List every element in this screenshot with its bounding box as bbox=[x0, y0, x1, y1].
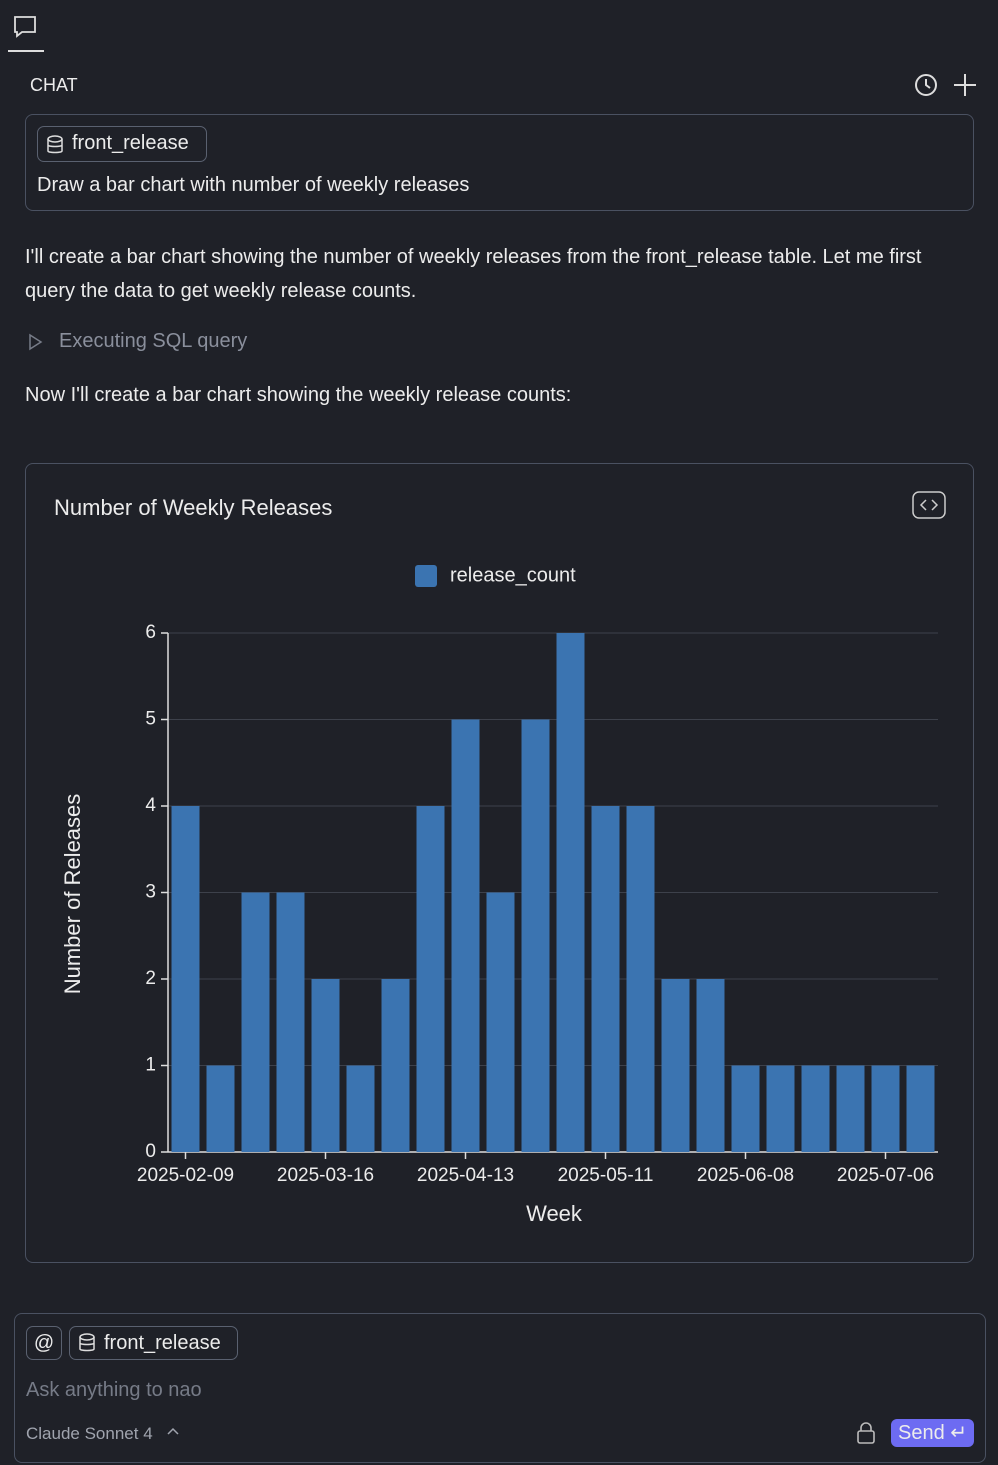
x-tick-label: 2025-05-11 bbox=[558, 1165, 654, 1186]
header-title: CHAT bbox=[30, 75, 78, 95]
x-tick-label: 2025-02-09 bbox=[137, 1165, 234, 1186]
x-axis-label: Week bbox=[526, 1201, 583, 1226]
tool-step[interactable]: Executing SQL query bbox=[59, 330, 248, 352]
bar bbox=[626, 806, 655, 1152]
bar bbox=[801, 1065, 830, 1152]
bar bbox=[381, 979, 410, 1152]
bar bbox=[171, 806, 200, 1152]
user-message bbox=[25, 114, 974, 211]
expand-icon[interactable] bbox=[28, 333, 44, 351]
bar bbox=[486, 892, 515, 1152]
code-icon bbox=[919, 499, 939, 511]
y-tick-label: 4 bbox=[145, 795, 156, 816]
bar bbox=[416, 806, 445, 1152]
bar bbox=[731, 1065, 760, 1152]
chat-tab-icon[interactable] bbox=[12, 14, 40, 40]
composer-context[interactable]: front_release bbox=[69, 1326, 238, 1360]
context-tag[interactable]: front_release bbox=[37, 126, 207, 162]
legend-label: release_count bbox=[450, 564, 576, 586]
chevron bbox=[167, 1427, 179, 1435]
chart-title: Number of Weekly Releases bbox=[54, 495, 332, 520]
y-tick-label: 6 bbox=[145, 622, 156, 643]
bar bbox=[871, 1065, 900, 1152]
bar bbox=[661, 979, 690, 1152]
bar bbox=[276, 892, 305, 1152]
y-tick-label: 0 bbox=[145, 1141, 156, 1162]
chart: Number of Weekly Releases Number of Rele… bbox=[54, 491, 946, 1226]
header-actions[interactable] bbox=[912, 71, 982, 99]
chart-card bbox=[25, 463, 974, 1263]
bar bbox=[556, 633, 585, 1152]
bar bbox=[766, 1065, 795, 1152]
x-tick-label: 2025-06-08 bbox=[697, 1165, 794, 1186]
lock-icon[interactable] bbox=[856, 1421, 876, 1445]
code-toggle[interactable] bbox=[912, 491, 946, 519]
y-tick-label: 1 bbox=[145, 1055, 156, 1076]
db-icon bbox=[79, 1333, 95, 1352]
bar bbox=[836, 1065, 865, 1152]
bar bbox=[346, 1065, 375, 1152]
y-tick-label: 2 bbox=[145, 968, 156, 989]
send-button[interactable]: Send ↵ bbox=[891, 1419, 974, 1447]
x-tick-label: 2025-04-13 bbox=[417, 1165, 514, 1186]
bar bbox=[241, 892, 270, 1152]
mention-button[interactable]: @ bbox=[26, 1326, 62, 1360]
legend-swatch bbox=[415, 565, 437, 587]
bar bbox=[696, 979, 725, 1152]
model-selector[interactable]: Claude Sonnet 4 bbox=[26, 1424, 153, 1443]
bar bbox=[311, 979, 340, 1152]
send-label: Send bbox=[898, 1422, 945, 1444]
y-axis-label: Number of Releases bbox=[60, 794, 85, 995]
user-text: Draw a bar chart with number of weekly r… bbox=[37, 174, 470, 196]
x-tick-label: 2025-03-16 bbox=[277, 1165, 374, 1186]
y-tick-label: 5 bbox=[145, 709, 156, 730]
y-tick-label: 3 bbox=[145, 882, 156, 903]
assistant-intro: I'll create a bar chart showing the numb… bbox=[25, 246, 922, 302]
input-placeholder[interactable]: Ask anything to nao bbox=[26, 1379, 202, 1401]
bar bbox=[206, 1065, 235, 1152]
tab-underline bbox=[8, 50, 44, 52]
assistant-followup: Now I'll create a bar chart showing the … bbox=[25, 384, 572, 406]
bar bbox=[906, 1065, 935, 1152]
db-icon bbox=[47, 135, 63, 154]
composer bbox=[14, 1313, 986, 1463]
bar bbox=[591, 806, 620, 1152]
bar bbox=[451, 719, 480, 1152]
x-tick-label: 2025-07-06 bbox=[837, 1165, 934, 1186]
bar bbox=[521, 719, 550, 1152]
